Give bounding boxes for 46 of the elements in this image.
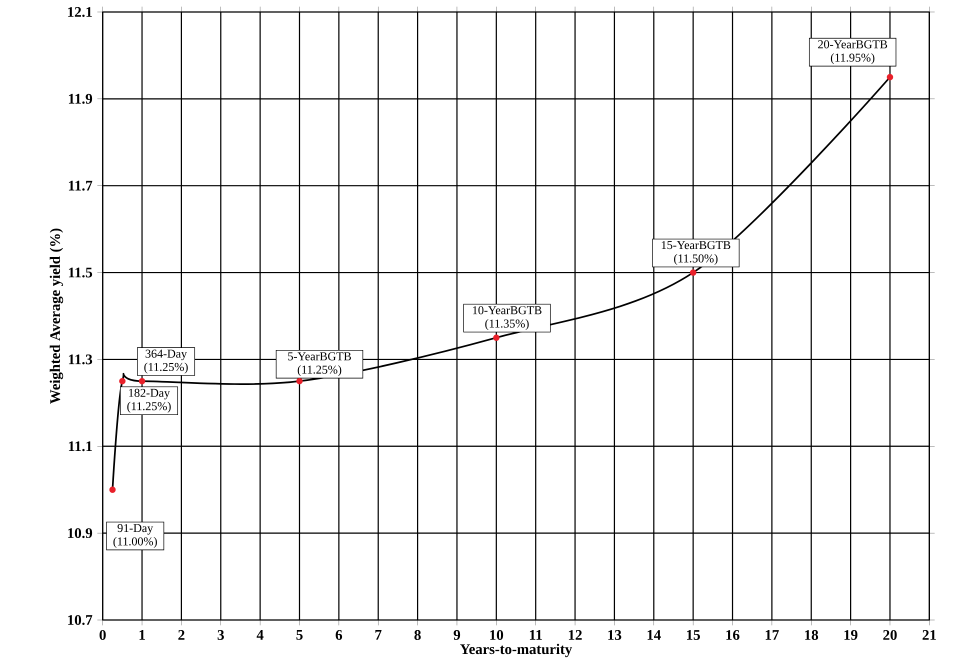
- x-tick-label: 10: [490, 630, 504, 640]
- x-tick-label: 3: [218, 630, 224, 640]
- x-tick-label: 20: [883, 630, 897, 640]
- annotation: 91-Day (11.00%): [113, 524, 157, 548]
- point: [109, 486, 116, 493]
- x-tick-label: 15: [686, 630, 700, 640]
- x-tick-label: 21: [922, 630, 936, 640]
- x-tick-label: 7: [375, 630, 382, 640]
- x-tick-label: 16: [726, 630, 740, 640]
- x-tick-label: 13: [608, 630, 622, 640]
- point: [493, 334, 500, 341]
- x-axis-title: Years-to-maturity: [460, 644, 572, 658]
- x-tick-label: 12: [568, 630, 582, 640]
- x-tick-label: 11: [530, 630, 542, 640]
- y-tick-label: 11.5: [68, 268, 92, 278]
- point: [138, 378, 146, 384]
- x-tick-label: 17: [766, 630, 779, 640]
- y-tick-label: 10.9: [68, 528, 92, 538]
- y-axis-title: Weighted Average yield (%): [50, 228, 64, 404]
- point: [886, 74, 894, 80]
- point: [690, 269, 696, 276]
- y-tick-label: 10.7: [68, 615, 92, 625]
- point: [296, 378, 303, 384]
- y-tick-label: 11.9: [68, 94, 92, 104]
- annotation: 182-Day (11.25%): [127, 388, 171, 413]
- x-tick-label: 14: [648, 630, 661, 640]
- annotation: 20-YearBGTB (11.95%): [818, 40, 888, 64]
- x-tick-label: 1: [140, 630, 145, 640]
- x-tick-label: 6: [336, 630, 342, 640]
- annotation: 15-YearBGTB (11.50%): [662, 241, 730, 265]
- y-tick-label: 11.1: [68, 441, 92, 452]
- annotation: 10-YearBGTB (11.35%): [472, 306, 542, 330]
- x-tick-label: 19: [844, 630, 858, 640]
- y-tick-label: 11.7: [68, 180, 92, 191]
- y-tick-label: 11.3: [68, 354, 92, 364]
- y-tick-label: 12.1: [68, 7, 92, 17]
- x-tick-label: 2: [178, 630, 184, 640]
- x-tick-label: 8: [414, 630, 421, 640]
- x-tick-label: 0: [100, 630, 106, 640]
- x-tick-label: 9: [454, 630, 460, 640]
- annotation: 5-YearBGTB (11.25%): [288, 352, 351, 376]
- x-tick-label: 18: [805, 630, 818, 640]
- point: [119, 378, 126, 384]
- x-tick-label: 5: [296, 630, 303, 640]
- annotation: 364-Day (11.25%): [144, 350, 188, 374]
- x-tick-label: 4: [256, 630, 264, 640]
